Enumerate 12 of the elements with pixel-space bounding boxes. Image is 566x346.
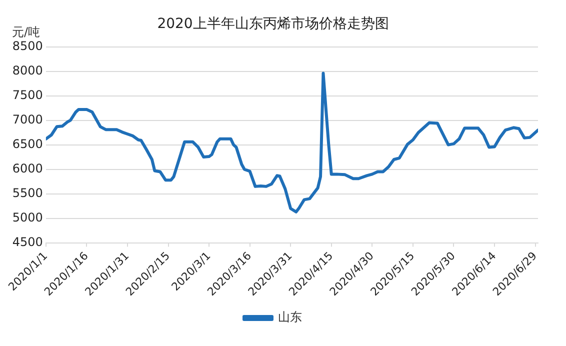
y-tick-label: 8500 bbox=[12, 38, 43, 53]
y-tick-label: 6000 bbox=[12, 161, 43, 176]
y-tick-label: 5500 bbox=[12, 186, 43, 200]
y-tick-label: 5000 bbox=[12, 210, 43, 224]
y-axis-title: 元/吨 bbox=[12, 24, 40, 39]
y-tick-label: 7500 bbox=[12, 88, 43, 102]
y-tick-label: 4500 bbox=[12, 234, 43, 249]
chart-title: 2020上半年山东丙烯市场价格走势图 bbox=[157, 16, 389, 32]
y-tick-label: 6500 bbox=[12, 136, 43, 151]
y-tick-label: 7000 bbox=[12, 112, 43, 126]
y-tick-label: 8000 bbox=[12, 63, 43, 78]
legend-label: 山东 bbox=[278, 310, 302, 324]
